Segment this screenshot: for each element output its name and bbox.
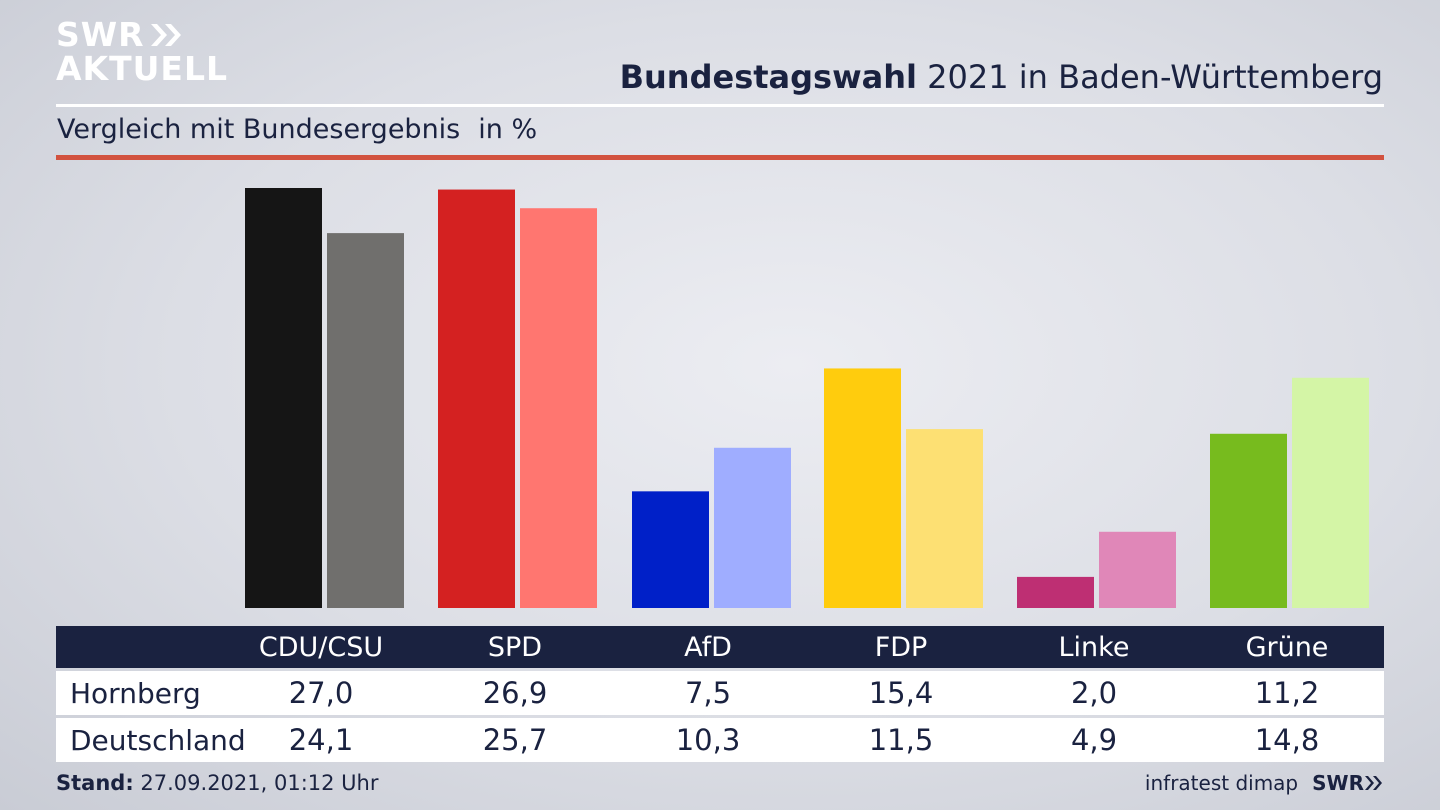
- title-rest: 2021 in Baden-Württemberg: [916, 58, 1383, 96]
- results-table: CDU/CSU SPD AfD FDP Linke Grüne Hornberg 27,0…: [56, 626, 1384, 762]
- bar-cdu-csu-deutschland: [327, 233, 404, 608]
- bar-afd-hornberg: [632, 491, 709, 608]
- table-cell: 25,7: [482, 723, 548, 757]
- table-row: Hornberg 27,0 26,9 7,5 15,4 2,0 11,2: [56, 671, 1384, 715]
- column-header: CDU/CSU: [258, 631, 384, 663]
- table-cell: 15,4: [868, 676, 934, 710]
- table-cell: 11,2: [1254, 676, 1320, 710]
- row-label: Deutschland: [70, 723, 246, 757]
- table-cell: 11,5: [868, 723, 934, 757]
- swr-brand-text: SWR: [1312, 771, 1364, 795]
- bar-fdp-hornberg: [824, 368, 901, 608]
- swr-aktuell-logo: SWR AKTUELL: [56, 18, 228, 86]
- table-cell: 27,0: [288, 676, 354, 710]
- column-header: Grüne: [1245, 631, 1329, 663]
- subtitle-text: Vergleich mit Bundesergebnis: [57, 114, 461, 145]
- stand-label: Stand:: [56, 771, 134, 795]
- column-header: AfD: [684, 631, 732, 663]
- source-credit: infratest dimap SWR: [1145, 771, 1384, 795]
- column-header: SPD: [487, 631, 543, 663]
- double-chevron-icon: [149, 22, 185, 48]
- unit-label: in %: [478, 114, 538, 145]
- bar-spd-hornberg: [438, 189, 515, 609]
- row-label: Hornberg: [70, 676, 201, 710]
- logo-text-swr: SWR: [56, 15, 145, 54]
- bar-fdp-deutschland: [906, 429, 983, 608]
- stand-value: 27.09.2021, 01:12 Uhr: [133, 771, 379, 795]
- bar-spd-deutschland: [520, 208, 597, 608]
- chart-title: Bundestagswahl 2021 in Baden-Württemberg: [620, 58, 1383, 96]
- table-cell: 2,0: [1070, 676, 1118, 710]
- bar-chart: [245, 188, 1369, 609]
- table-cell: 24,1: [288, 723, 354, 757]
- bar-gr-ne-hornberg: [1210, 433, 1287, 608]
- column-header: Linke: [1058, 631, 1130, 663]
- bar-afd-deutschland: [714, 447, 791, 608]
- logo-text-aktuell: AKTUELL: [56, 49, 229, 88]
- double-chevron-icon: [1365, 776, 1382, 790]
- table-header: CDU/CSU SPD AfD FDP Linke Grüne: [56, 626, 1384, 668]
- timestamp: Stand: 27.09.2021, 01:12 Uhr: [56, 771, 379, 795]
- accent-divider: [56, 155, 1384, 160]
- table-row: Deutschland 24,1 25,7 10,3 11,5 4,9 14,8: [56, 718, 1384, 762]
- swr-brand: SWR: [1312, 771, 1384, 795]
- bar-linke-hornberg: [1017, 576, 1094, 608]
- bar-cdu-csu-hornberg: [245, 188, 322, 608]
- table-cell: 7,5: [684, 676, 732, 710]
- header-divider: [56, 104, 1384, 107]
- title-bold: Bundestagswahl: [619, 58, 917, 96]
- bar-linke-deutschland: [1099, 531, 1176, 608]
- column-header: FDP: [874, 631, 928, 663]
- table-cell: 14,8: [1254, 723, 1320, 757]
- table-cell: 10,3: [675, 723, 741, 757]
- chart-subtitle: Vergleich mit Bundesergebnis in %: [57, 114, 537, 145]
- source-text: infratest dimap: [1144, 771, 1299, 795]
- table-cell: 4,9: [1070, 723, 1118, 757]
- bar-gr-ne-deutschland: [1292, 377, 1369, 608]
- table-cell: 26,9: [482, 676, 548, 710]
